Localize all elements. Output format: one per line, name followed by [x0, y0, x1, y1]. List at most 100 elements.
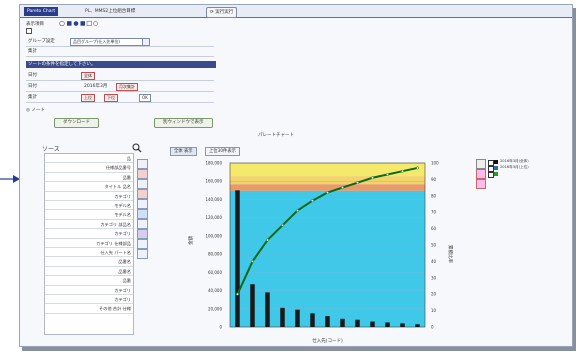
note-icon: ◎ — [26, 108, 30, 113]
tab-secondary[interactable]: PL、MMS2上位組合目標 — [85, 9, 136, 14]
bar — [400, 323, 405, 327]
subtab-all[interactable]: 全体 表示 — [170, 147, 197, 156]
y-tick-label-right: 10 — [431, 308, 437, 313]
period-row: 日付 2016年3月 月次集計 — [26, 82, 214, 92]
subtab-top30[interactable]: 上位30件表示 — [205, 147, 240, 156]
legend-checkbox[interactable] — [488, 160, 494, 166]
cumulative-point — [371, 176, 374, 180]
table-icon[interactable] — [137, 179, 148, 189]
x-axis-label: 仕入先(コード) — [312, 337, 343, 344]
cumulative-point — [356, 181, 359, 185]
chevron-down-icon[interactable] — [142, 38, 150, 46]
chip-top[interactable]: 上位 — [81, 94, 95, 102]
legend-swatch-line — [494, 172, 498, 176]
pareto-chart: 180,000 160,000 140,000 120,000 100,000 80,00… — [187, 161, 454, 345]
list-item[interactable]: 仕入先 パート名 — [45, 248, 133, 258]
scope-row: 日付 全体 — [26, 71, 214, 81]
chip-bottom[interactable]: 下位 — [104, 94, 118, 102]
y-tick-label-right: 40 — [431, 259, 437, 264]
search-icon[interactable] — [132, 143, 142, 153]
list-item[interactable]: カテゴリ — [45, 295, 133, 305]
list-header: ソース — [42, 146, 60, 153]
background-band — [230, 184, 425, 191]
bar — [325, 316, 330, 327]
display-items-label: 表示項目 — [26, 22, 44, 27]
legend-toggle-icon[interactable] — [476, 179, 486, 189]
list-item[interactable]: カテゴリ 部品名 — [45, 220, 133, 230]
globe-icon[interactable] — [137, 219, 148, 229]
chip-monthly[interactable]: 月次集計 — [116, 83, 138, 91]
y-tick-label-left: 160,000 — [205, 179, 222, 184]
y-tick-label-right: 30 — [431, 275, 437, 280]
cumulative-point — [416, 166, 419, 170]
list-item[interactable]: カテゴリ 仕様部品 — [45, 239, 133, 248]
category-list: 品 仕様部品番号 品番 タイトル 品名 カテゴリ モデル名 モデル名 カテゴリ … — [44, 153, 134, 335]
ok-button[interactable]: OK — [139, 94, 151, 102]
y-tick-label-left: 60,000 — [208, 270, 222, 275]
legend-swatch-bar — [494, 160, 498, 164]
tab-bar: Pareto Chart PL、MMS2上位組合目標 ⟳ 実行実行 — [20, 5, 572, 18]
list-item[interactable]: カテゴリ — [45, 229, 133, 239]
print-icon[interactable] — [137, 249, 148, 259]
pointer-arrow-icon — [0, 175, 20, 183]
chip-all[interactable]: 全体 — [81, 72, 95, 80]
list-item[interactable]: 品番名 — [45, 267, 133, 277]
list-item[interactable]: 品番 — [45, 276, 133, 286]
list-item[interactable]: 仕様部品番号 — [45, 163, 133, 173]
display-mode-radios[interactable] — [58, 20, 98, 27]
list-item[interactable]: 品番名 — [45, 257, 133, 267]
legend-toggle-icon[interactable] — [476, 169, 486, 179]
group-setting-label: グループ設定 — [28, 39, 55, 44]
chart-title: パレートチャート — [258, 133, 294, 138]
y-tick-label-right: 50 — [431, 243, 437, 248]
list-item[interactable]: カテゴリ — [45, 192, 133, 201]
summary-row: 集計 上位 下位 OK — [26, 93, 214, 103]
legend-swatch-top — [494, 166, 498, 170]
legend-toggle-icon[interactable] — [476, 159, 486, 169]
new-window-button[interactable]: 別ウィンドウで表示 — [154, 118, 213, 128]
list-item[interactable]: モデル名 — [45, 201, 133, 211]
download-button[interactable]: ダウンロード — [54, 118, 99, 128]
bar — [385, 322, 390, 327]
area-chart-icon[interactable] — [137, 209, 148, 219]
y-tick-label-left: 100,000 — [205, 233, 222, 238]
list-item[interactable]: 品番 — [45, 173, 133, 183]
background-band — [230, 190, 425, 327]
line-chart-icon[interactable] — [137, 169, 148, 179]
group-select[interactable]: 品目グループ(仕入先単位) — [70, 38, 144, 46]
export-icon[interactable] — [137, 239, 148, 249]
bar — [370, 321, 375, 327]
list-item[interactable]: モデル名 — [45, 210, 133, 220]
grid-icon[interactable] — [137, 199, 148, 209]
bar — [265, 292, 270, 327]
scope-label: 日付 — [28, 73, 37, 78]
bar — [295, 309, 300, 327]
y-tick-label-right: 80 — [431, 193, 437, 198]
y-axis-label-right: 累積比率 — [447, 245, 454, 263]
run-button-label: 実行実行 — [215, 10, 234, 15]
list-item[interactable]: その他 合計 仕様 — [45, 304, 133, 314]
cumulative-point — [326, 191, 329, 194]
y-tick-label-left: 80,000 — [208, 252, 222, 257]
app-window: Pareto Chart PL、MMS2上位組合目標 ⟳ 実行実行 表示項目 グ… — [19, 4, 573, 347]
settings-icon[interactable] — [137, 229, 148, 239]
cumulative-point — [311, 199, 314, 203]
run-button[interactable]: ⟳ 実行実行 — [206, 7, 238, 18]
cumulative-point — [281, 223, 284, 227]
aggregate-label: 集計 — [28, 49, 37, 54]
tab-pareto-chart[interactable]: Pareto Chart — [24, 7, 59, 16]
legend-checkbox[interactable] — [488, 172, 494, 178]
list-item[interactable]: カテゴリ — [45, 286, 133, 295]
legend-checkbox[interactable] — [488, 166, 494, 172]
y-tick-label-right: 20 — [431, 292, 437, 297]
bar-chart-icon[interactable] — [137, 159, 148, 169]
cumulative-point — [401, 169, 404, 173]
cumulative-point — [386, 173, 389, 176]
pie-chart-icon[interactable] — [137, 189, 148, 199]
bar — [415, 324, 420, 327]
option-checkbox[interactable] — [26, 28, 32, 34]
note-text: ノート — [31, 108, 45, 113]
list-item[interactable]: 品 — [45, 154, 133, 164]
list-item[interactable]: タイトル 品名 — [45, 182, 133, 192]
date-text: 2016年3月 — [84, 84, 108, 89]
